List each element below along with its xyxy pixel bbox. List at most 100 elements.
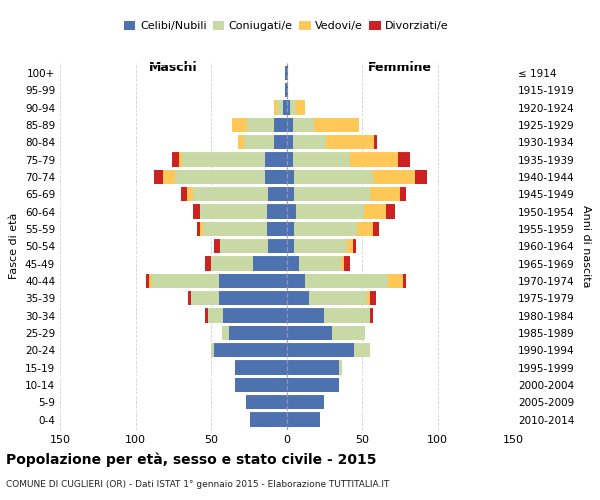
Bar [373, 222, 379, 236]
Bar [370, 308, 373, 322]
Bar [287, 308, 324, 322]
Bar [188, 291, 191, 306]
Bar [182, 152, 265, 166]
Bar [154, 170, 163, 184]
Bar [415, 170, 427, 184]
Bar [296, 204, 364, 218]
Bar [287, 360, 340, 374]
Bar [287, 222, 294, 236]
Y-axis label: Anni di nascita: Anni di nascita [581, 205, 591, 288]
Bar [223, 308, 287, 322]
Bar [287, 83, 288, 98]
Bar [400, 187, 406, 202]
Bar [253, 256, 287, 270]
Bar [347, 239, 353, 254]
Bar [200, 222, 203, 236]
Bar [290, 100, 296, 114]
Bar [305, 274, 388, 288]
Bar [218, 274, 287, 288]
Bar [274, 135, 287, 150]
Bar [287, 395, 324, 409]
Bar [235, 378, 287, 392]
Bar [299, 256, 341, 270]
Bar [403, 274, 406, 288]
Bar [235, 360, 287, 374]
Bar [398, 152, 410, 166]
Bar [364, 204, 386, 218]
Bar [187, 187, 193, 202]
Bar [287, 187, 294, 202]
Bar [220, 239, 268, 254]
Bar [340, 360, 343, 374]
Bar [149, 274, 152, 288]
Bar [358, 222, 373, 236]
Bar [267, 222, 287, 236]
Bar [244, 135, 274, 150]
Bar [326, 135, 374, 150]
Bar [353, 239, 356, 254]
Bar [152, 274, 218, 288]
Bar [268, 239, 287, 254]
Bar [267, 204, 287, 218]
Bar [324, 308, 370, 322]
Bar [341, 256, 344, 270]
Bar [146, 274, 149, 288]
Bar [293, 135, 326, 150]
Bar [287, 100, 290, 114]
Bar [287, 170, 294, 184]
Bar [287, 239, 294, 254]
Bar [221, 326, 229, 340]
Bar [355, 343, 370, 357]
Bar [374, 135, 377, 150]
Bar [296, 100, 305, 114]
Bar [193, 187, 268, 202]
Bar [332, 326, 365, 340]
Bar [386, 204, 395, 218]
Bar [205, 256, 211, 270]
Bar [175, 170, 265, 184]
Bar [287, 66, 288, 80]
Bar [294, 239, 347, 254]
Bar [191, 291, 218, 306]
Bar [287, 135, 293, 150]
Bar [247, 118, 274, 132]
Bar [232, 118, 247, 132]
Bar [287, 118, 293, 132]
Bar [208, 308, 223, 322]
Bar [373, 170, 415, 184]
Bar [197, 222, 200, 236]
Bar [287, 204, 296, 218]
Bar [287, 291, 309, 306]
Bar [214, 239, 220, 254]
Text: Femmine: Femmine [368, 61, 432, 74]
Bar [274, 100, 277, 114]
Bar [200, 204, 267, 218]
Text: Maschi: Maschi [149, 61, 197, 74]
Bar [294, 187, 370, 202]
Bar [268, 187, 287, 202]
Bar [287, 152, 293, 166]
Bar [367, 291, 370, 306]
Text: Popolazione per età, sesso e stato civile - 2015: Popolazione per età, sesso e stato civil… [6, 452, 377, 467]
Bar [246, 395, 287, 409]
Text: COMUNE DI CUGLIERI (OR) - Dati ISTAT 1° gennaio 2015 - Elaborazione TUTTITALIA.I: COMUNE DI CUGLIERI (OR) - Dati ISTAT 1° … [6, 480, 389, 489]
Bar [287, 274, 305, 288]
Bar [172, 152, 179, 166]
Bar [370, 187, 400, 202]
Bar [203, 222, 267, 236]
Bar [250, 412, 287, 426]
Bar [181, 187, 187, 202]
Bar [314, 118, 359, 132]
Bar [211, 256, 253, 270]
Bar [294, 170, 373, 184]
Bar [238, 135, 244, 150]
Bar [179, 152, 182, 166]
Bar [205, 308, 208, 322]
Bar [265, 170, 287, 184]
Bar [344, 256, 350, 270]
Bar [163, 170, 175, 184]
Bar [287, 412, 320, 426]
Bar [287, 378, 340, 392]
Bar [218, 291, 287, 306]
Bar [283, 100, 287, 114]
